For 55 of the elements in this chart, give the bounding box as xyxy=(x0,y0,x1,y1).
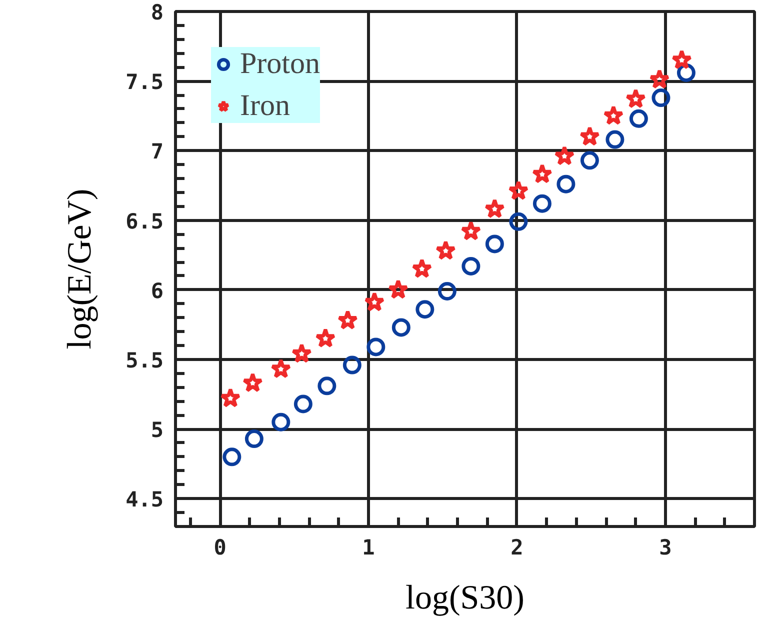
point xyxy=(629,109,648,128)
point xyxy=(556,174,576,194)
point xyxy=(460,220,482,240)
point xyxy=(554,146,575,166)
point xyxy=(412,258,432,278)
point xyxy=(484,198,505,218)
y-tick-label: 7.5 xyxy=(126,70,164,94)
x-tick-label: 0 xyxy=(214,536,226,560)
point xyxy=(364,292,385,312)
y-tick-label: 8 xyxy=(150,0,164,24)
point xyxy=(222,448,242,466)
point xyxy=(291,343,312,363)
point xyxy=(294,394,312,414)
point xyxy=(392,318,410,337)
point xyxy=(532,194,552,213)
point xyxy=(625,88,646,108)
point xyxy=(606,130,624,149)
point xyxy=(652,88,670,108)
y-tick-label: 4.5 xyxy=(126,488,164,512)
y-tick-label: 5.5 xyxy=(126,348,164,372)
point xyxy=(272,412,290,432)
legend-label: Proton xyxy=(240,47,320,81)
y-tick-label: 5 xyxy=(150,418,164,442)
y-tick-label: 7 xyxy=(150,140,164,164)
point xyxy=(342,356,362,374)
point xyxy=(388,279,408,299)
x-axis-title: log(S30) xyxy=(406,580,524,616)
point xyxy=(508,180,529,200)
point xyxy=(244,430,264,448)
point xyxy=(485,234,504,254)
legend-label: Iron xyxy=(240,89,290,123)
point xyxy=(509,212,528,231)
point xyxy=(580,151,599,170)
point xyxy=(315,328,336,348)
point xyxy=(671,49,692,70)
y-axis-title: log(E/GeV) xyxy=(62,188,99,350)
point xyxy=(242,372,264,392)
x-tick-label: 1 xyxy=(362,536,375,560)
point xyxy=(366,338,386,356)
point xyxy=(337,310,358,330)
point xyxy=(462,256,480,276)
point xyxy=(416,300,434,319)
point xyxy=(579,126,600,146)
point xyxy=(649,68,670,89)
point xyxy=(603,105,624,125)
x-tick-label: 2 xyxy=(510,536,524,560)
point xyxy=(270,358,292,378)
x-tick-label: 3 xyxy=(659,536,672,560)
point xyxy=(438,282,456,301)
y-tick-label: 6 xyxy=(150,278,164,303)
point xyxy=(435,240,456,260)
point xyxy=(220,388,241,408)
point xyxy=(532,164,553,184)
point xyxy=(318,376,336,396)
y-tick-label: 6.5 xyxy=(126,209,164,234)
